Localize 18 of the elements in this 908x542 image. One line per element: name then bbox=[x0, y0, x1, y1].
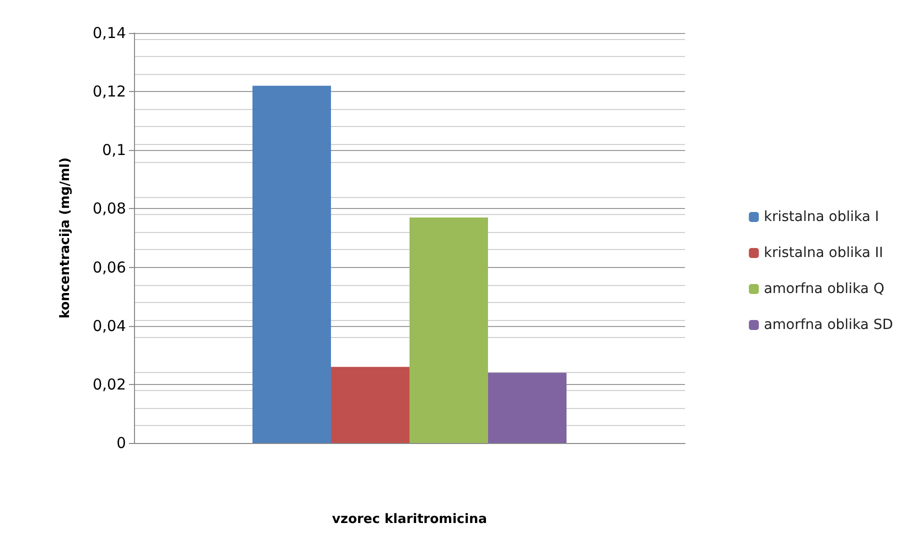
bar bbox=[410, 218, 488, 443]
legend-label: kristalna oblika I bbox=[764, 209, 880, 225]
legend-label: kristalna oblika II bbox=[764, 245, 884, 261]
bar bbox=[252, 86, 331, 443]
y-tick-label: 0,06 bbox=[92, 258, 126, 276]
y-axis-title: koncentracija (mg/ml) bbox=[58, 157, 73, 319]
y-tick-label: 0 bbox=[116, 434, 126, 452]
legend-label: amorfna oblika SD bbox=[764, 317, 894, 333]
y-tick-label: 0,02 bbox=[92, 375, 126, 394]
y-tick-label: 0,04 bbox=[92, 316, 126, 335]
y-tick-label: 0,08 bbox=[92, 200, 126, 218]
y-tick-label: 0,12 bbox=[92, 82, 126, 101]
y-tick-label: 0,14 bbox=[92, 24, 126, 42]
legend-label: amorfna oblika Q bbox=[764, 281, 884, 297]
bar bbox=[488, 372, 567, 443]
bar bbox=[330, 366, 410, 443]
x-axis-title: vzorec klaritromicina bbox=[332, 512, 487, 527]
y-tick-label: 0,1 bbox=[102, 141, 126, 160]
